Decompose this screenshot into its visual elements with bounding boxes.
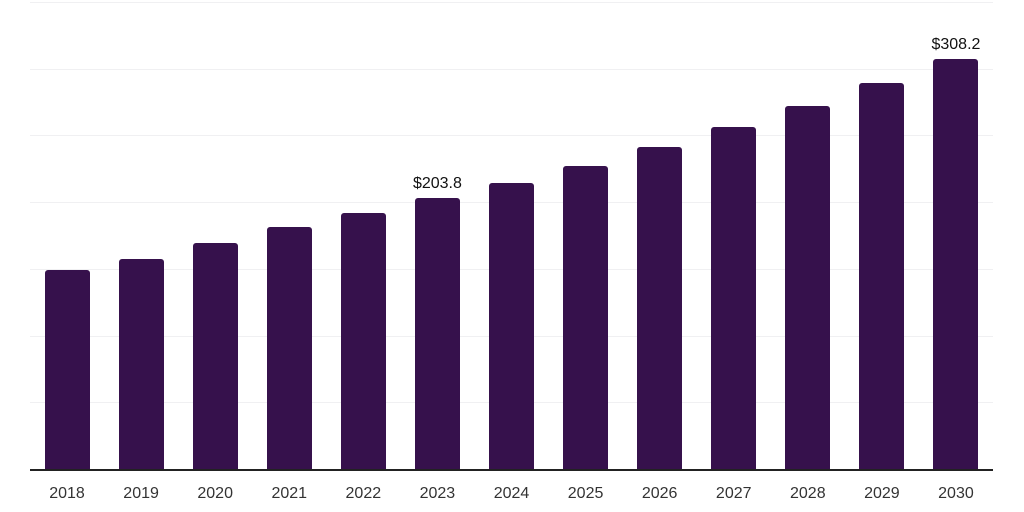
- x-tick-label-2023: 2023: [419, 485, 456, 502]
- y-gridline: [30, 68, 993, 70]
- bar-2023[interactable]: [414, 198, 460, 470]
- x-tick-label-2019: 2019: [123, 485, 159, 502]
- bar-2030[interactable]: [933, 58, 979, 470]
- x-tick-label-2018: 2018: [49, 485, 85, 502]
- bar-2022[interactable]: [340, 213, 386, 470]
- bar-2024[interactable]: [489, 182, 534, 470]
- bar-2018[interactable]: [44, 269, 90, 470]
- bar-value-label-2030: $308.2: [931, 35, 981, 53]
- bar-2020[interactable]: [192, 242, 238, 470]
- bar-2027[interactable]: [711, 127, 757, 470]
- x-axis-line: [30, 469, 993, 471]
- bar-2025[interactable]: [563, 165, 609, 470]
- bar-2029[interactable]: [859, 82, 905, 470]
- x-tick-label-2020: 2020: [197, 485, 233, 502]
- bar-2021[interactable]: [266, 227, 312, 470]
- x-tick-label-2028: 2028: [790, 485, 826, 502]
- y-gridline: [30, 135, 993, 137]
- x-tick-label-2021: 2021: [271, 485, 308, 502]
- bar-2028[interactable]: [785, 105, 831, 470]
- plot-area: $203.8 $308.2: [30, 0, 993, 470]
- x-tick-label-2022: 2022: [345, 485, 382, 502]
- bar-2026[interactable]: [637, 146, 683, 470]
- bar-2019[interactable]: [118, 258, 164, 470]
- x-tick-label-2030: 2030: [938, 485, 974, 502]
- x-tick-label-2026: 2026: [641, 485, 678, 502]
- x-tick-label-2025: 2025: [567, 485, 604, 502]
- x-tick-label-2027: 2027: [715, 485, 752, 502]
- x-tick-label-2029: 2029: [864, 485, 900, 502]
- y-gridline: [30, 2, 993, 3]
- bar-value-label-2023: $203.8: [412, 175, 462, 193]
- x-tick-label-2024: 2024: [493, 485, 530, 502]
